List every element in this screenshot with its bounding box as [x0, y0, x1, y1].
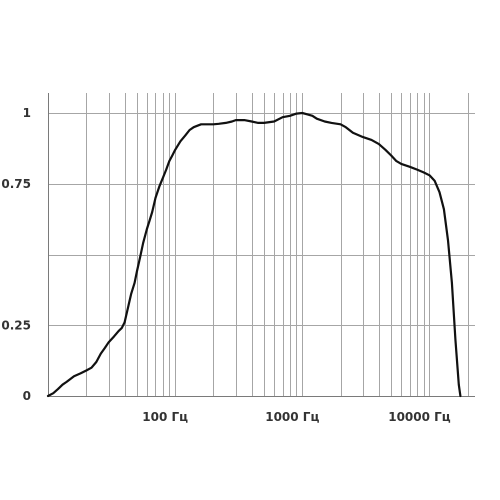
y-tick-label: 0 [23, 389, 31, 403]
response-curve [46, 111, 462, 398]
vertical-gridlines [86, 93, 469, 396]
x-tick-label: 10000 Гц [388, 410, 451, 424]
y-tick-labels: 0 0.25 0.75 1 [1, 106, 31, 403]
x-tick-label: 100 Гц [142, 410, 188, 424]
y-tick-label: 1 [23, 106, 31, 120]
x-tick-label: 1000 Гц [265, 410, 319, 424]
x-tick-labels: 100 Гц 1000 Гц 10000 Гц [142, 410, 451, 424]
horizontal-gridlines [48, 113, 475, 326]
y-tick-label: 0.25 [1, 318, 31, 332]
y-tick-label: 0.75 [1, 177, 31, 191]
